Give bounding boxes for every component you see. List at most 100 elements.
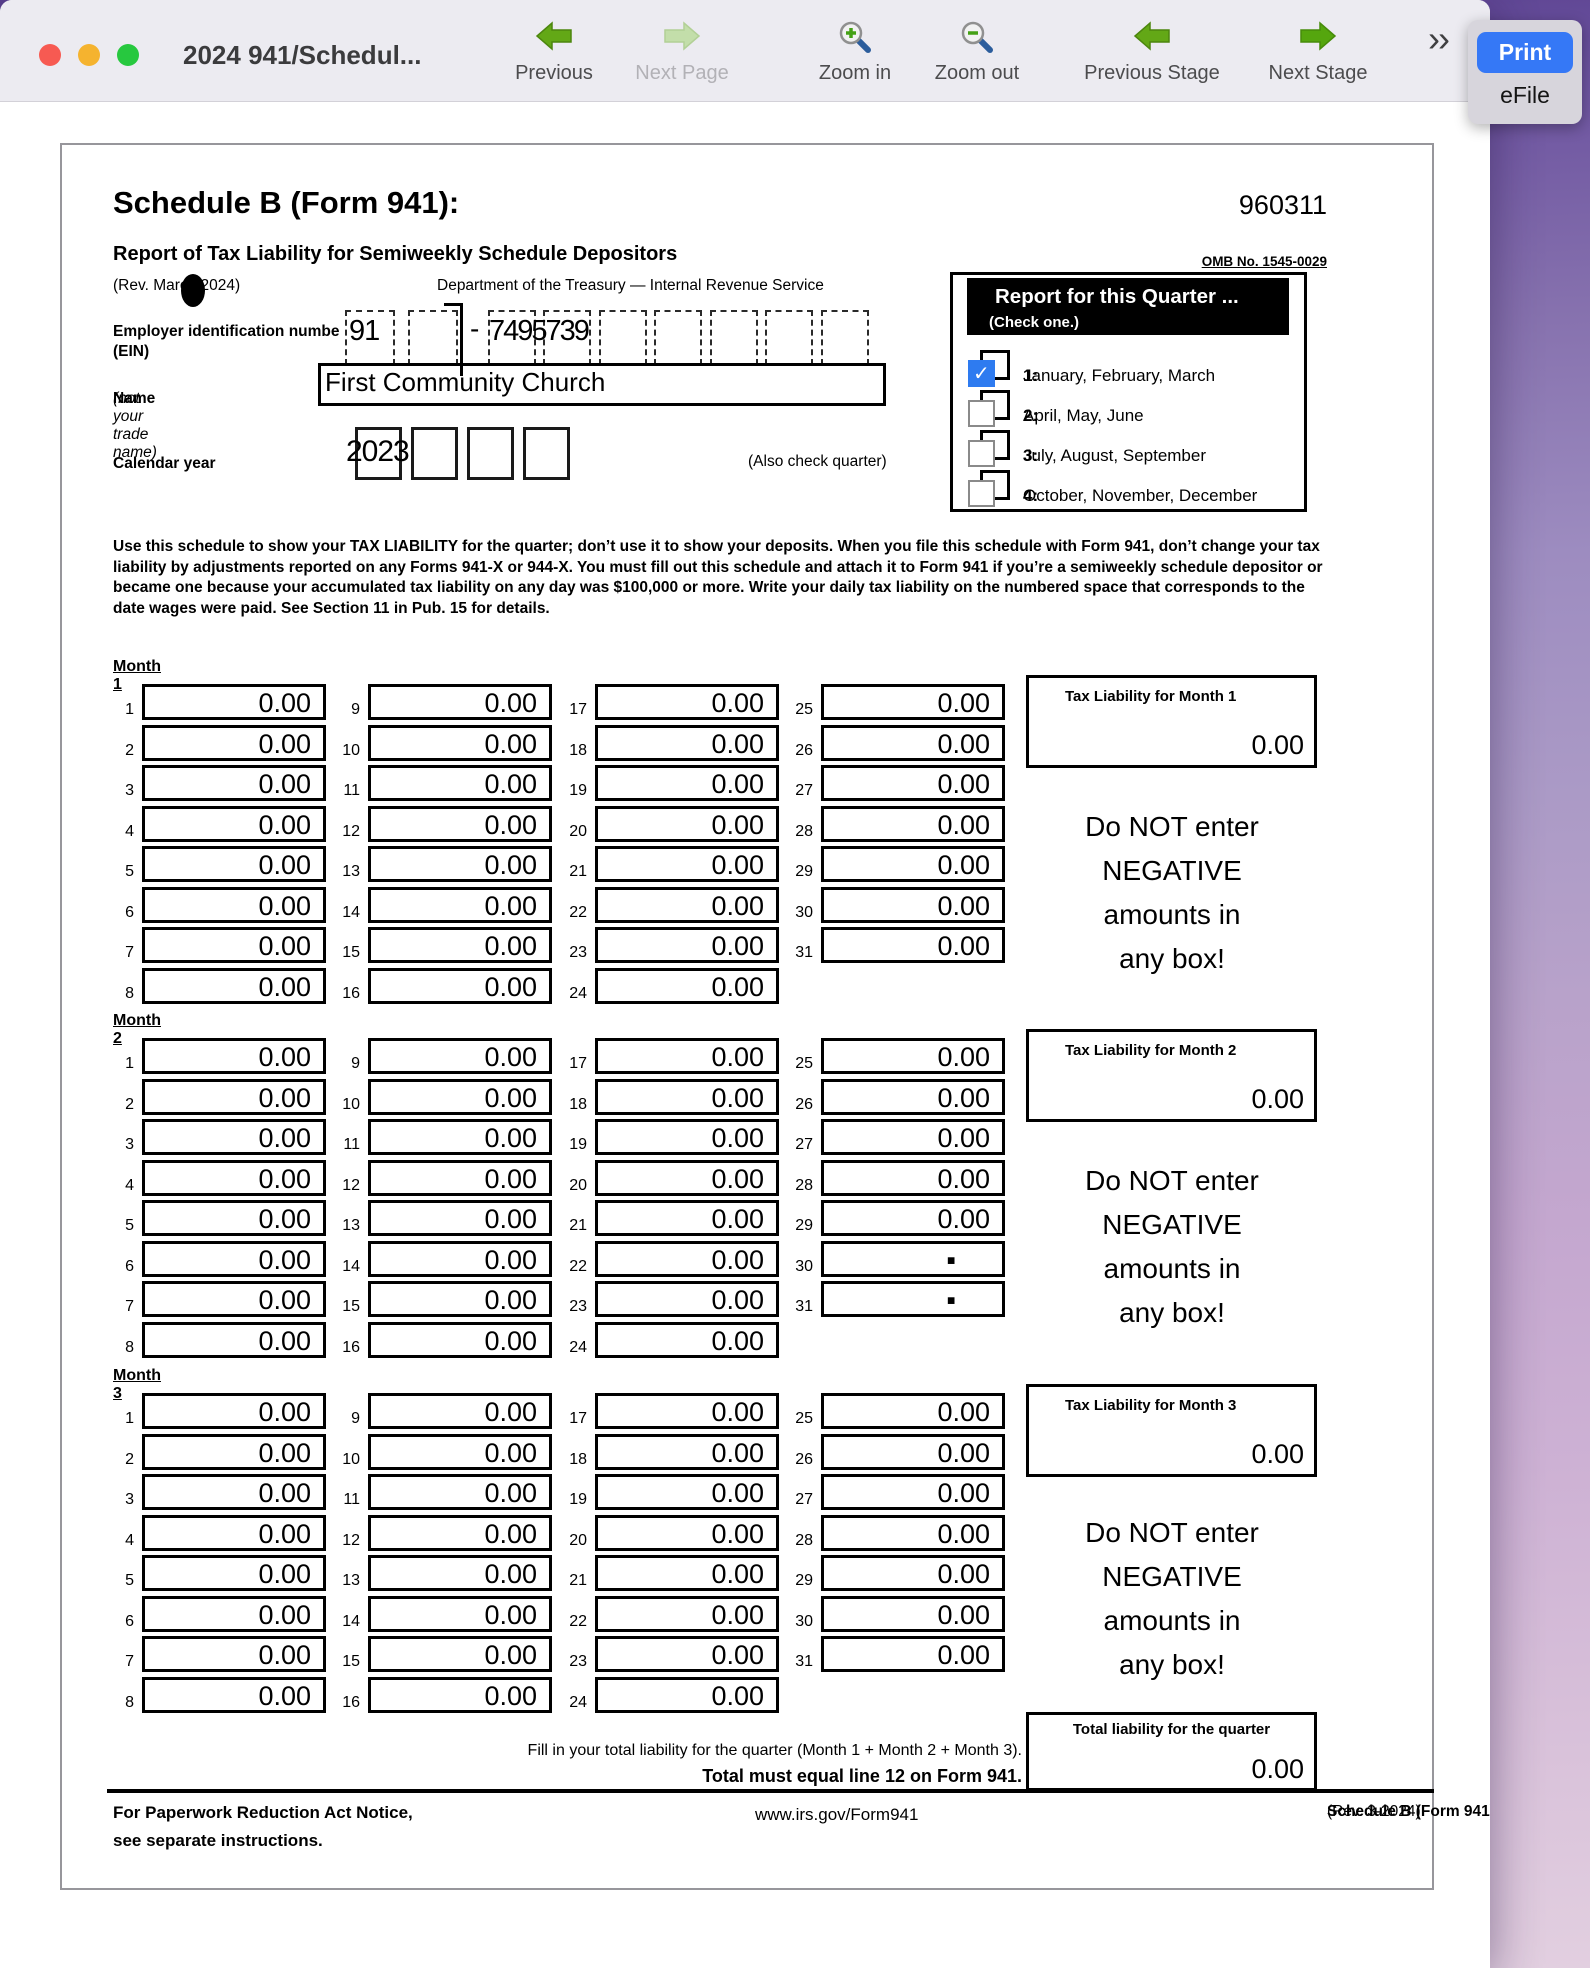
day-cell-m3-d21[interactable]: 0.00	[595, 1555, 779, 1591]
day-cell-m2-d22[interactable]: 0.00	[595, 1240, 779, 1277]
day-cell-m2-d23[interactable]: 0.00	[595, 1281, 779, 1317]
day-cell-m2-d20[interactable]: 0.00	[595, 1159, 779, 1196]
day-cell-m2-d8[interactable]: 0.00	[142, 1321, 326, 1358]
ein-first-field[interactable]: 91	[349, 315, 380, 347]
day-cell-m1-d9[interactable]: 0.00	[368, 684, 552, 720]
day-cell-m1-d5[interactable]: 0.00	[142, 846, 326, 882]
previous-button[interactable]: Previous	[494, 18, 614, 98]
day-cell-m3-d25[interactable]: 0.00	[821, 1393, 1005, 1429]
day-cell-m1-d10[interactable]: 0.00	[368, 724, 552, 761]
day-cell-m2-d5[interactable]: 0.00	[142, 1200, 326, 1236]
day-cell-m3-d12[interactable]: 0.00	[368, 1514, 552, 1551]
day-cell-m3-d18[interactable]: 0.00	[595, 1433, 779, 1470]
ein-second-field[interactable]: 7495739	[489, 315, 590, 347]
day-cell-m3-d23[interactable]: 0.00	[595, 1636, 779, 1672]
day-cell-m1-d1[interactable]: 0.00	[142, 684, 326, 720]
day-cell-m1-d7[interactable]: 0.00	[142, 927, 326, 963]
day-cell-m2-d27[interactable]: 0.00	[821, 1119, 1005, 1155]
day-cell-m3-d22[interactable]: 0.00	[595, 1595, 779, 1632]
tax-liability-month3-value[interactable]: 0.00	[1251, 1439, 1304, 1469]
zoom-in-button[interactable]: Zoom in	[795, 18, 915, 98]
day-cell-m1-d15[interactable]: 0.00	[368, 927, 552, 963]
ein-digit-box[interactable]	[599, 310, 647, 365]
q1-checkbox[interactable]	[968, 350, 1010, 388]
day-cell-m2-d14[interactable]: 0.00	[368, 1240, 552, 1277]
day-cell-m1-d27[interactable]: 0.00	[821, 765, 1005, 801]
year-digit-box[interactable]	[355, 427, 402, 480]
q3-checkbox[interactable]	[968, 430, 1010, 468]
day-cell-m3-d4[interactable]: 0.00	[142, 1514, 326, 1551]
ein-digit-box[interactable]	[710, 310, 758, 365]
day-cell-m3-d3[interactable]: 0.00	[142, 1474, 326, 1510]
day-cell-m2-d17[interactable]: 0.00	[595, 1038, 779, 1074]
day-cell-m2-d1[interactable]: 0.00	[142, 1038, 326, 1074]
day-cell-m1-d12[interactable]: 0.00	[368, 805, 552, 842]
day-cell-m2-d31[interactable]: ▪	[821, 1281, 1005, 1317]
next-stage-button[interactable]: Next Stage	[1238, 18, 1398, 98]
day-cell-m2-d11[interactable]: 0.00	[368, 1119, 552, 1155]
year-digit-box[interactable]	[411, 427, 458, 480]
ein-digit-box[interactable]	[765, 310, 813, 365]
q4-checkbox[interactable]	[968, 470, 1010, 508]
day-cell-m1-d22[interactable]: 0.00	[595, 886, 779, 923]
day-cell-m1-d18[interactable]: 0.00	[595, 724, 779, 761]
quarter-option-q4[interactable]: 4: October, November, December	[968, 470, 1298, 510]
day-cell-m1-d17[interactable]: 0.00	[595, 684, 779, 720]
previous-stage-button[interactable]: Previous Stage	[1072, 18, 1232, 98]
day-cell-m2-d10[interactable]: 0.00	[368, 1078, 552, 1115]
day-cell-m2-d13[interactable]: 0.00	[368, 1200, 552, 1236]
efile-button[interactable]: eFile	[1500, 82, 1550, 108]
day-cell-m3-d30[interactable]: 0.00	[821, 1595, 1005, 1632]
day-cell-m1-d14[interactable]: 0.00	[368, 886, 552, 923]
day-cell-m2-d15[interactable]: 0.00	[368, 1281, 552, 1317]
day-cell-m2-d12[interactable]: 0.00	[368, 1159, 552, 1196]
day-cell-m3-d20[interactable]: 0.00	[595, 1514, 779, 1551]
day-cell-m2-d25[interactable]: 0.00	[821, 1038, 1005, 1074]
day-cell-m1-d11[interactable]: 0.00	[368, 765, 552, 801]
day-cell-m3-d27[interactable]: 0.00	[821, 1474, 1005, 1510]
day-cell-m1-d24[interactable]: 0.00	[595, 967, 779, 1004]
day-cell-m3-d6[interactable]: 0.00	[142, 1595, 326, 1632]
day-cell-m1-d28[interactable]: 0.00	[821, 805, 1005, 842]
day-cell-m3-d10[interactable]: 0.00	[368, 1433, 552, 1470]
day-cell-m2-d28[interactable]: 0.00	[821, 1159, 1005, 1196]
day-cell-m3-d7[interactable]: 0.00	[142, 1636, 326, 1672]
toolbar-overflow-icon[interactable]: ››	[1428, 18, 1450, 59]
day-cell-m1-d3[interactable]: 0.00	[142, 765, 326, 801]
day-cell-m2-d18[interactable]: 0.00	[595, 1078, 779, 1115]
day-cell-m1-d4[interactable]: 0.00	[142, 805, 326, 842]
ein-digit-box[interactable]	[654, 310, 702, 365]
close-window-button[interactable]	[39, 44, 61, 66]
day-cell-m1-d19[interactable]: 0.00	[595, 765, 779, 801]
day-cell-m2-d3[interactable]: 0.00	[142, 1119, 326, 1155]
day-cell-m1-d26[interactable]: 0.00	[821, 724, 1005, 761]
day-cell-m1-d25[interactable]: 0.00	[821, 684, 1005, 720]
day-cell-m1-d6[interactable]: 0.00	[142, 886, 326, 923]
quarter-option-q2[interactable]: 2: April, May, June	[968, 390, 1298, 430]
day-cell-m3-d15[interactable]: 0.00	[368, 1636, 552, 1672]
quarter-option-q1[interactable]: 1: January, February, March	[968, 350, 1298, 390]
tax-liability-month2-value[interactable]: 0.00	[1251, 1084, 1304, 1114]
day-cell-m1-d23[interactable]: 0.00	[595, 927, 779, 963]
calendar-year-value[interactable]: 2023	[346, 435, 410, 468]
day-cell-m2-d19[interactable]: 0.00	[595, 1119, 779, 1155]
day-cell-m3-d28[interactable]: 0.00	[821, 1514, 1005, 1551]
day-cell-m2-d2[interactable]: 0.00	[142, 1078, 326, 1115]
day-cell-m2-d24[interactable]: 0.00	[595, 1321, 779, 1358]
zoom-window-button[interactable]	[117, 44, 139, 66]
day-cell-m1-d21[interactable]: 0.00	[595, 846, 779, 882]
day-cell-m3-d14[interactable]: 0.00	[368, 1595, 552, 1632]
day-cell-m3-d9[interactable]: 0.00	[368, 1393, 552, 1429]
day-cell-m2-d7[interactable]: 0.00	[142, 1281, 326, 1317]
day-cell-m2-d30[interactable]: ▪	[821, 1240, 1005, 1277]
day-cell-m3-d26[interactable]: 0.00	[821, 1433, 1005, 1470]
day-cell-m3-d13[interactable]: 0.00	[368, 1555, 552, 1591]
year-digit-box[interactable]	[467, 427, 514, 480]
day-cell-m1-d30[interactable]: 0.00	[821, 886, 1005, 923]
day-cell-m2-d29[interactable]: 0.00	[821, 1200, 1005, 1236]
day-cell-m3-d11[interactable]: 0.00	[368, 1474, 552, 1510]
year-digit-box[interactable]	[523, 427, 570, 480]
day-cell-m2-d6[interactable]: 0.00	[142, 1240, 326, 1277]
name-field[interactable]	[318, 363, 886, 406]
tax-liability-month1-value[interactable]: 0.00	[1251, 730, 1304, 760]
